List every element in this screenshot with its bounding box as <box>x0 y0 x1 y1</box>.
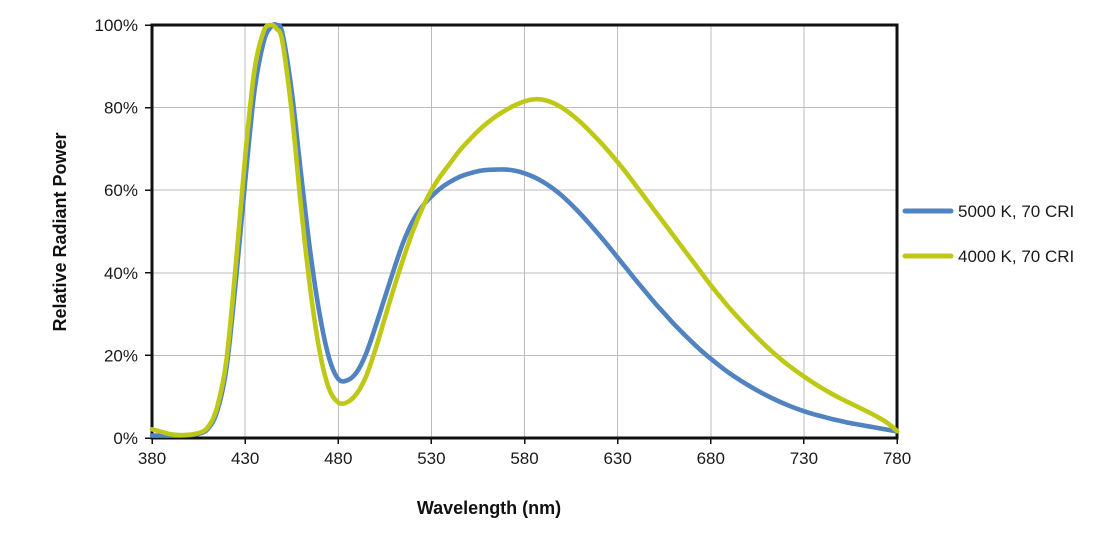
x-axis-title: Wavelength (nm) <box>417 498 561 518</box>
tick-marks <box>145 24 898 444</box>
x-tick-label: 730 <box>790 449 818 468</box>
legend-label-2: 4000 K, 70 CRI <box>958 247 1074 266</box>
y-tick-label: 80% <box>104 99 138 118</box>
legend-label-1: 5000 K, 70 CRI <box>958 202 1074 221</box>
y-axis-tick-labels: 0% 20% 40% 60% 80% 100% <box>95 16 138 448</box>
y-tick-label: 0% <box>113 429 138 448</box>
x-tick-label: 680 <box>697 449 725 468</box>
y-tick-label: 20% <box>104 346 138 365</box>
x-tick-label: 780 <box>883 449 911 468</box>
x-axis-tick-labels: 380 430 480 530 580 630 680 730 780 <box>138 449 911 468</box>
y-tick-label: 40% <box>104 264 138 283</box>
x-tick-label: 380 <box>138 449 166 468</box>
chart-legend: 5000 K, 70 CRI 4000 K, 70 CRI <box>902 202 1074 266</box>
series-line-2 <box>149 22 900 438</box>
x-tick-label: 530 <box>417 449 445 468</box>
data-series-group <box>149 22 900 438</box>
x-tick-label: 580 <box>510 449 538 468</box>
y-axis-title: Relative Radiant Power <box>50 132 70 331</box>
plot-frame <box>150 23 899 440</box>
plot-border <box>150 23 899 440</box>
grid-lines <box>152 25 897 438</box>
x-tick-label: 430 <box>231 449 259 468</box>
x-tick-label: 630 <box>603 449 631 468</box>
x-tick-label: 480 <box>324 449 352 468</box>
y-tick-label: 60% <box>104 181 138 200</box>
y-tick-label: 100% <box>95 16 138 35</box>
